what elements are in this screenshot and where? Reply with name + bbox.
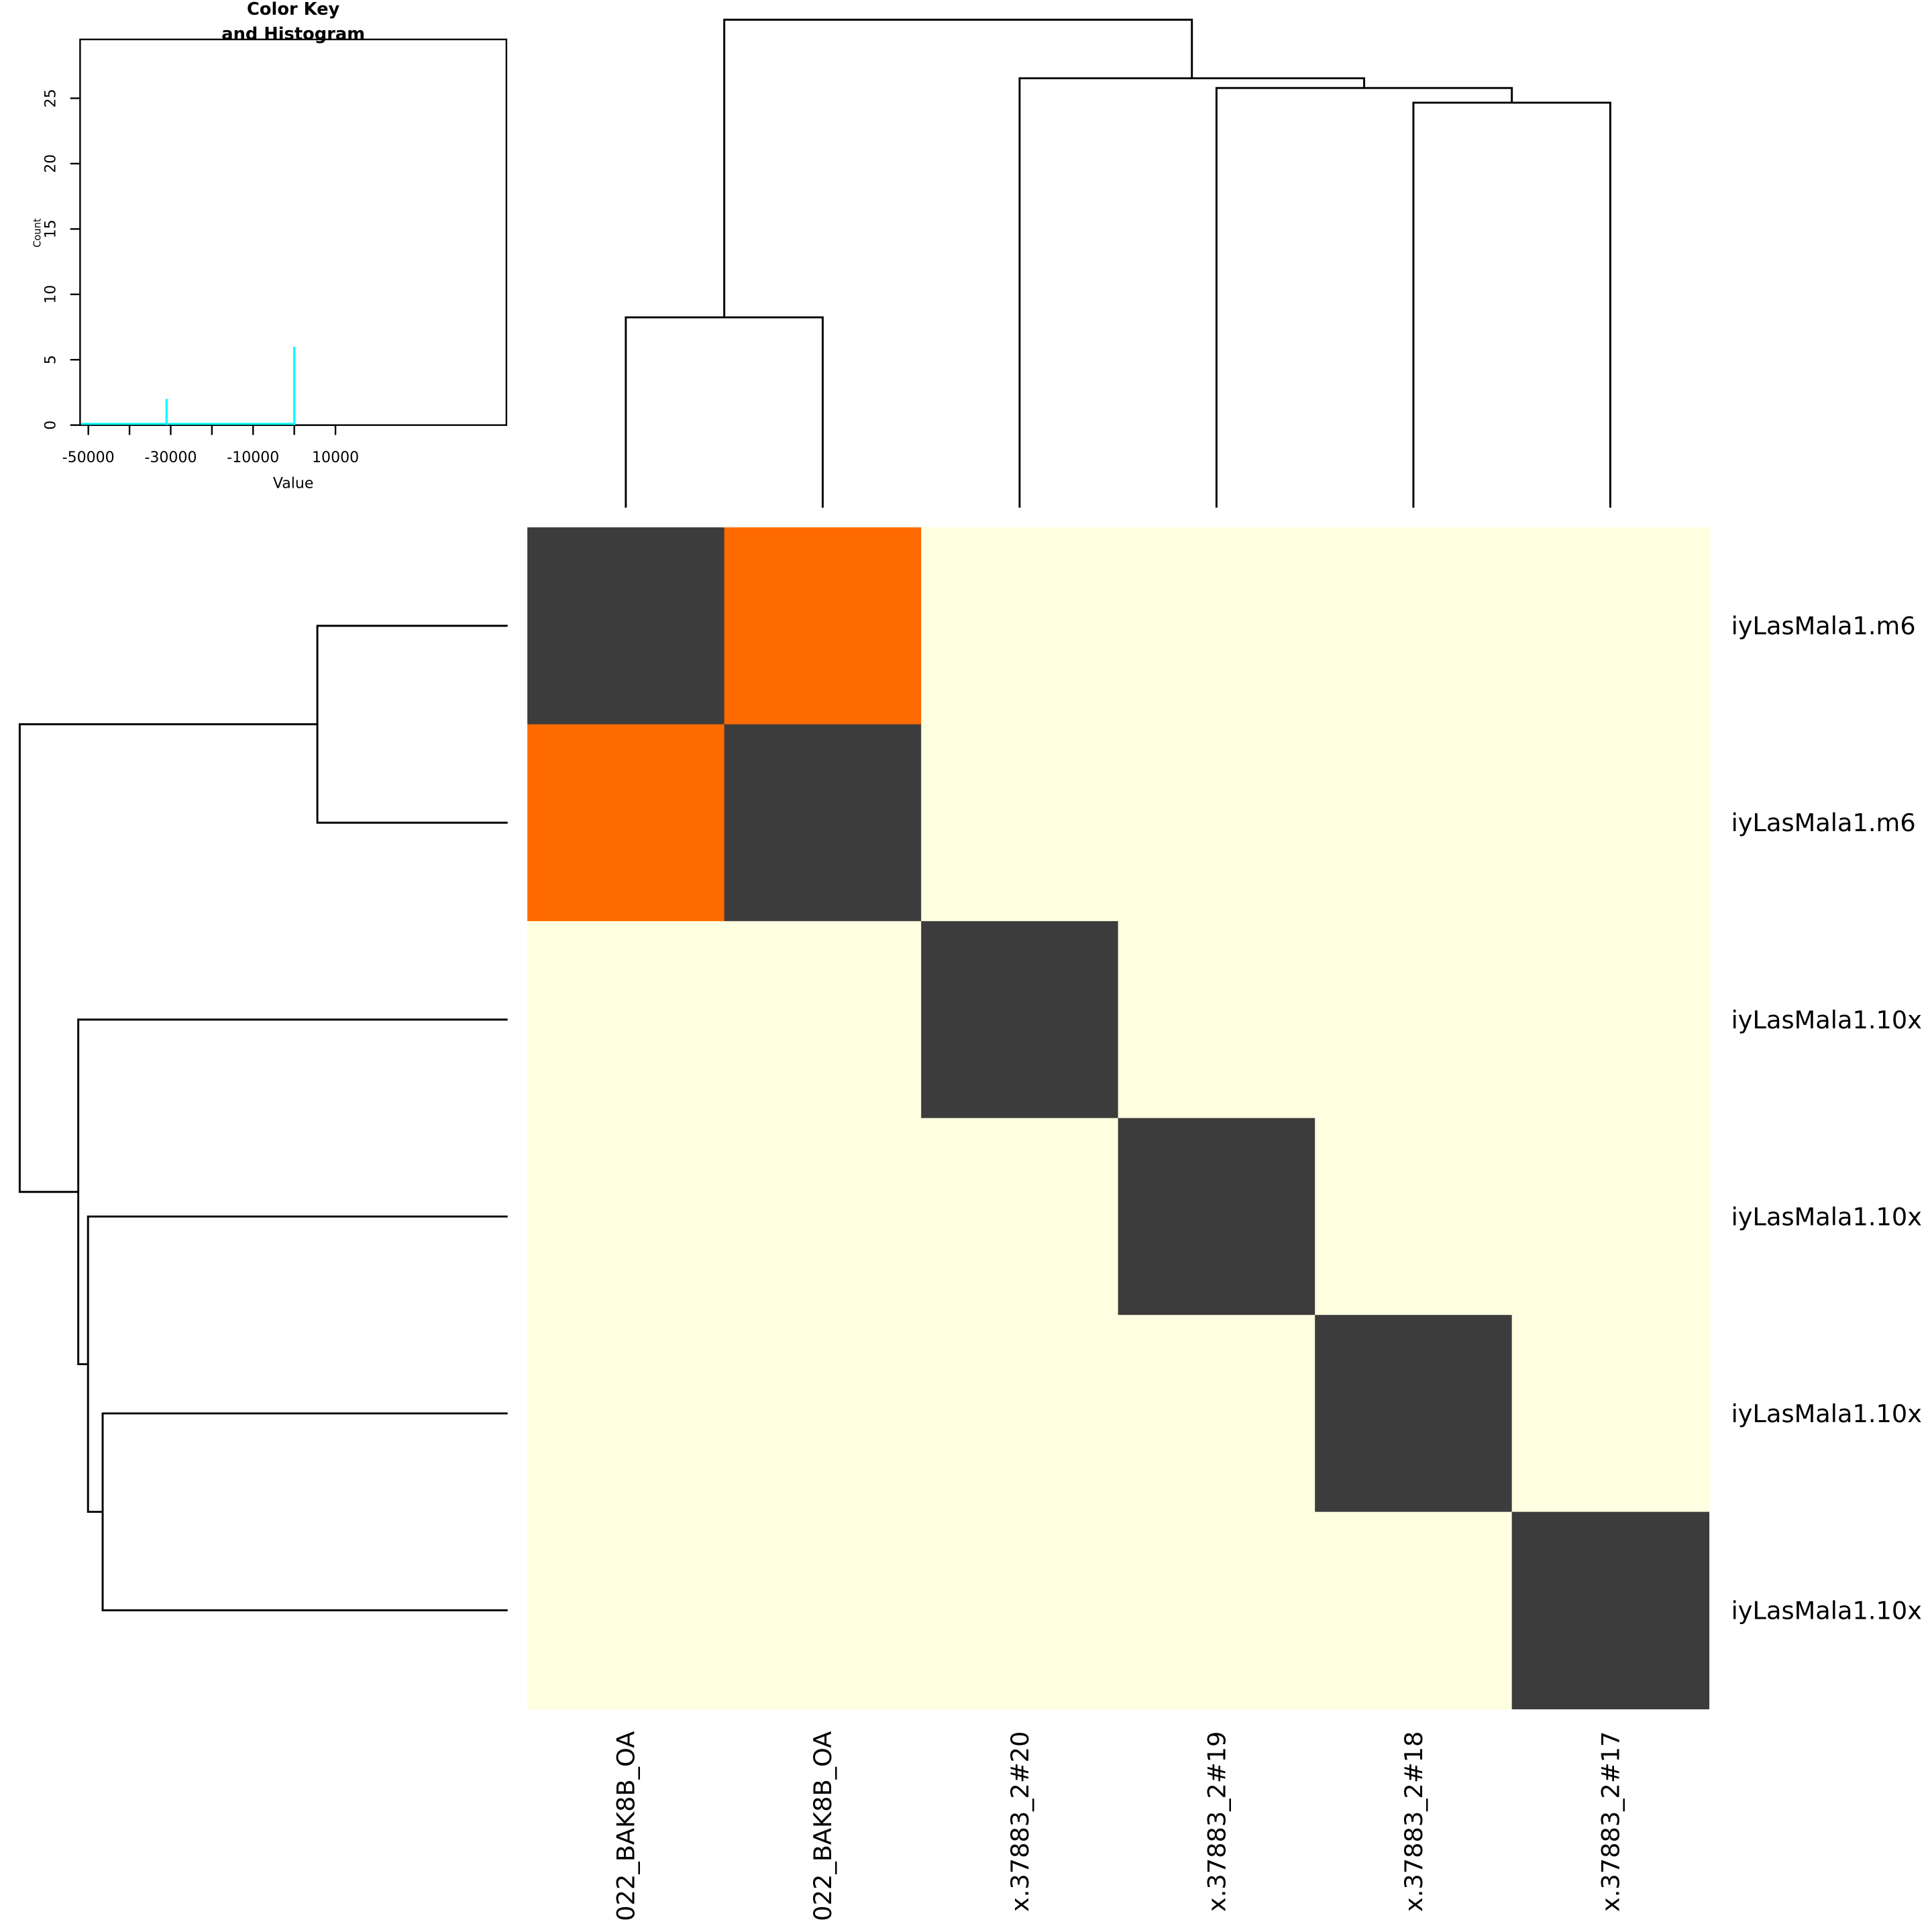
heatmap-cell	[1315, 1118, 1513, 1316]
heatmap-cells	[527, 527, 1710, 1710]
heatmap-cell	[724, 724, 922, 922]
heatmap-cell	[1315, 1315, 1513, 1513]
row-label: iyLasMala1.10x	[1731, 1399, 1922, 1428]
x-tick-label: 10000	[312, 449, 359, 466]
histogram-ylabel: Count	[32, 218, 44, 248]
heatmap-cell	[1511, 724, 1710, 922]
heatmap-cell	[527, 1315, 725, 1513]
column-labels: 022_BAK8B_OA 022_BAK8B_OA x.37883_2#20 x.37…	[612, 1731, 1625, 1921]
heatmap-cell	[1511, 921, 1710, 1119]
heatmap-cell	[921, 1118, 1119, 1316]
dendrogram-branch	[1215, 87, 1513, 508]
row-label: iyLasMala1.m6	[1731, 808, 1916, 837]
heatmap-cell	[724, 921, 922, 1119]
column-label: x.37883_2#18	[1399, 1731, 1428, 1912]
x-tick-label: -30000	[144, 449, 197, 466]
heatmap-cell	[1118, 1315, 1316, 1513]
heatmap-cell	[1511, 1315, 1710, 1513]
column-label: 022_BAK8B_OA	[612, 1731, 641, 1921]
dendrogram-branch	[101, 1412, 508, 1611]
histogram-title-line-1: Color Key	[247, 0, 340, 19]
heatmap-cell	[921, 921, 1119, 1119]
row-label: iyLasMala1.10x	[1731, 1006, 1922, 1034]
dendrogram-branch	[18, 723, 318, 1193]
heatmap-cell	[527, 527, 725, 725]
heatmap-cell	[527, 1511, 725, 1710]
heatmap-cell	[1118, 527, 1316, 725]
heatmap-cell	[921, 1315, 1119, 1513]
row-label: iyLasMala1.10x	[1731, 1596, 1922, 1625]
dendrogram-branch	[723, 18, 1193, 318]
heatmap-cell	[527, 1118, 725, 1316]
x-tick-label: -50000	[62, 449, 115, 466]
histogram-title-line-2: and Histogram	[221, 24, 365, 44]
heatmap-cell	[921, 724, 1119, 922]
heatmap-cell	[921, 1511, 1119, 1710]
heatmap-cell	[921, 527, 1119, 725]
heatmap-cell	[1315, 527, 1513, 725]
column-label: x.37883_2#19	[1202, 1731, 1231, 1912]
heatmap-cell	[1118, 1118, 1316, 1316]
column-label: x.37883_2#20	[1006, 1731, 1034, 1912]
row-label: iyLasMala1.10x	[1731, 1202, 1922, 1231]
y-tick-label: 20	[43, 154, 60, 173]
dendrogram-branch	[77, 1018, 508, 1366]
heatmap-cell	[527, 724, 725, 922]
heatmap-cell	[1315, 724, 1513, 922]
heatmap-cell	[1511, 527, 1710, 725]
heatmap-cell	[527, 921, 725, 1119]
color-key-histogram: Color Key and Histogram Value Count -500…	[32, 0, 508, 492]
column-label: 022_BAK8B_OA	[808, 1731, 837, 1921]
y-tick-label: 0	[43, 421, 60, 430]
heatmap-cell	[724, 1511, 922, 1710]
heatmap-cell	[1511, 1511, 1710, 1710]
row-dendrogram	[18, 625, 508, 1611]
heatmap-cell	[1118, 921, 1316, 1119]
dendrogram-branch	[316, 625, 508, 824]
column-label: x.37883_2#17	[1596, 1731, 1625, 1912]
heatmap-cell	[1315, 921, 1513, 1119]
heatmap-cell	[1315, 1511, 1513, 1710]
dendrogram-branch	[1018, 77, 1366, 508]
heatmap-cell	[724, 527, 922, 725]
histogram-xlabel: Value	[273, 475, 314, 492]
dendrogram-branch	[625, 316, 824, 508]
heatmap-cell	[724, 1118, 922, 1316]
y-tick-label: 5	[43, 355, 60, 364]
y-tick-label: 15	[43, 219, 60, 238]
x-tick-label: -10000	[227, 449, 279, 466]
y-tick-label: 25	[43, 89, 60, 107]
column-dendrogram	[625, 18, 1611, 508]
y-tick-label: 10	[43, 285, 60, 304]
heatmap-cell	[1511, 1118, 1710, 1316]
heatmap-cell	[1118, 724, 1316, 922]
row-labels: iyLasMala1.m6 iyLasMala1.m6 iyLasMala1.10x…	[1731, 612, 1922, 1625]
heatmap-cell	[724, 1315, 922, 1513]
heatmap-cell	[1118, 1511, 1316, 1710]
dendrogram-branch	[1412, 101, 1611, 508]
dendrogram-branch	[87, 1215, 508, 1513]
row-label: iyLasMala1.m6	[1731, 612, 1916, 641]
